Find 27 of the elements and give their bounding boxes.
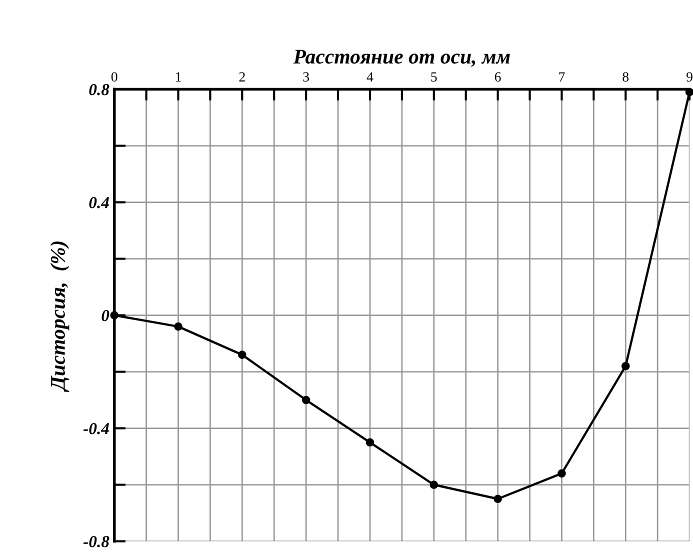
x-tick-label: 9 [686,72,692,82]
point [494,494,502,504]
x-tick-label: 6 [494,72,501,82]
y-tick-label: -0.4 [83,422,109,434]
point [621,362,630,370]
point [430,480,438,489]
x-tick-label: 2 [239,72,245,82]
x-axis-title: Расстояние от оси, мм [293,50,510,67]
x-tick-label: 5 [431,72,437,82]
y-axis-title: Дисторсия, (%) [50,241,70,392]
point [110,311,119,320]
point [238,350,246,359]
point [302,396,310,404]
point [685,88,693,96]
x-tick-label: 3 [303,72,310,82]
point [366,438,374,447]
point [174,322,182,331]
y-tick-label: 0 [102,310,110,322]
y-tick-label: -0.8 [83,536,110,548]
x-tick-label: 1 [176,72,181,82]
x-tick-label: 8 [622,72,629,82]
x-tick-label: 0 [111,72,118,82]
y-tick-label: 0.8 [89,84,110,96]
y-tick-label: 0.4 [89,196,109,208]
x-tick-label: 4 [366,72,374,82]
point [558,469,566,478]
x-tick-label: 7 [559,72,565,82]
